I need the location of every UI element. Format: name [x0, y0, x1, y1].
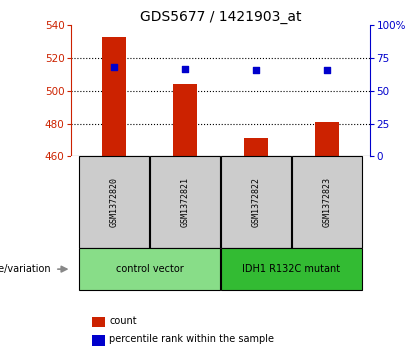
Text: genotype/variation: genotype/variation [0, 264, 51, 274]
Text: count: count [109, 316, 137, 326]
Bar [173, 84, 197, 156]
Bar [244, 138, 268, 156]
Title: GDS5677 / 1421903_at: GDS5677 / 1421903_at [140, 11, 301, 24]
Text: GSM1372821: GSM1372821 [181, 177, 189, 227]
Text: control vector: control vector [116, 264, 184, 274]
Text: percentile rank within the sample: percentile rank within the sample [109, 334, 274, 344]
Point [253, 67, 260, 73]
Bar [79, 156, 150, 248]
Bar [79, 248, 220, 290]
Text: GSM1372822: GSM1372822 [252, 177, 260, 227]
Text: GSM1372823: GSM1372823 [323, 177, 331, 227]
Bar [150, 156, 220, 248]
Text: GSM1372820: GSM1372820 [110, 177, 118, 227]
Bar [315, 122, 339, 156]
Bar [220, 248, 362, 290]
Point [324, 67, 331, 73]
Bar [291, 156, 362, 248]
Text: IDH1 R132C mutant: IDH1 R132C mutant [242, 264, 341, 274]
Bar [220, 156, 291, 248]
Point [110, 64, 117, 70]
Bar [102, 37, 126, 156]
Point [181, 66, 188, 72]
